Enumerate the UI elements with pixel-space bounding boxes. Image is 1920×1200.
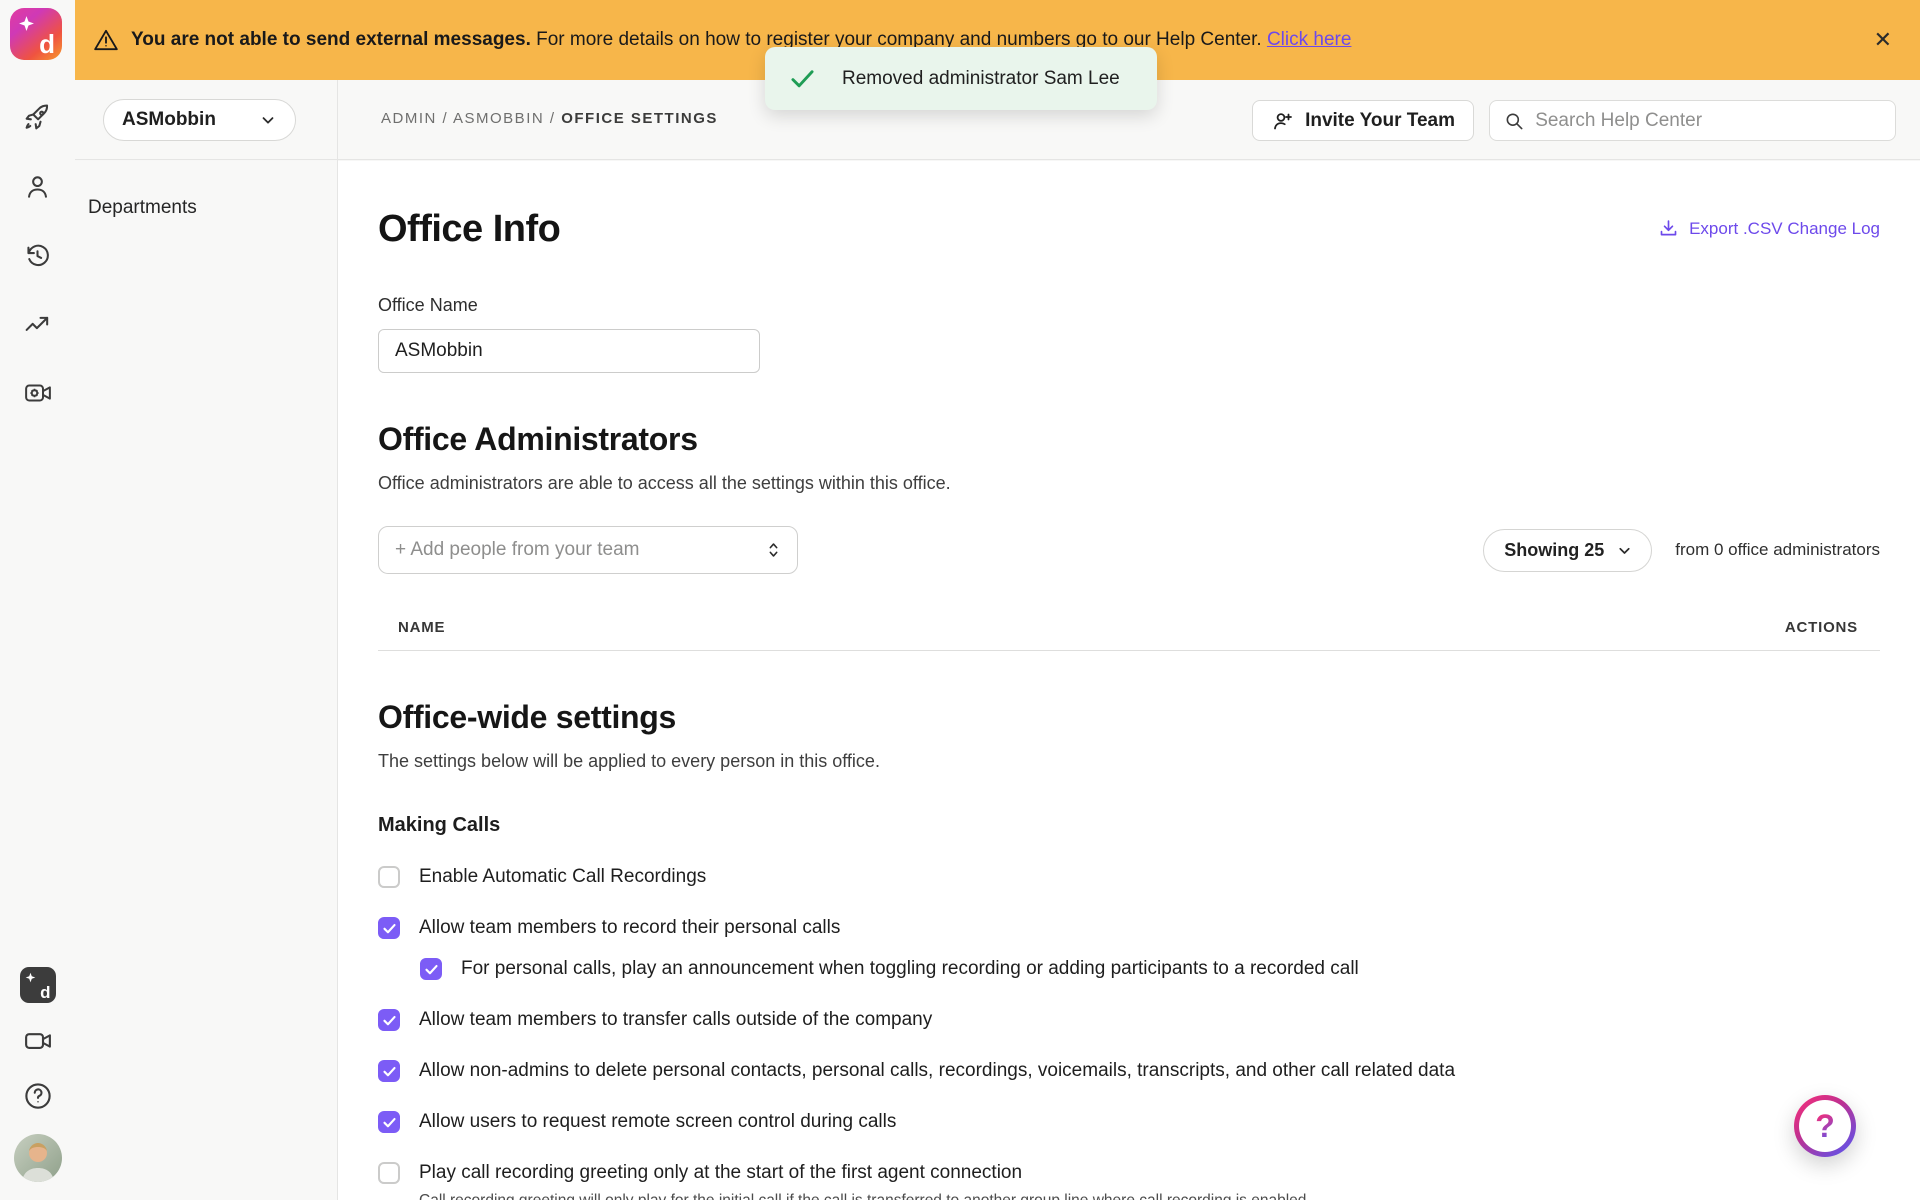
history-icon[interactable] bbox=[21, 238, 55, 272]
dialpad-logo[interactable]: d bbox=[10, 8, 62, 60]
checkbox[interactable] bbox=[378, 1009, 400, 1031]
contacts-icon[interactable] bbox=[21, 169, 55, 203]
updown-stepper-icon[interactable] bbox=[764, 540, 783, 560]
office-name-label: Office Name bbox=[378, 295, 478, 315]
toast-message: Removed administrator Sam Lee bbox=[842, 67, 1120, 89]
setting-row-child: For personal calls, play an announcement… bbox=[420, 958, 1880, 980]
column-name: NAME bbox=[398, 619, 446, 636]
check-icon bbox=[382, 1015, 396, 1025]
banner-close-icon[interactable]: ✕ bbox=[1873, 27, 1892, 52]
breadcrumb-current: OFFICE SETTINGS bbox=[561, 110, 718, 127]
check-icon bbox=[382, 1066, 396, 1076]
success-toast: Removed administrator Sam Lee bbox=[765, 47, 1157, 110]
checkbox[interactable] bbox=[378, 866, 400, 888]
help-icon[interactable] bbox=[21, 1079, 55, 1113]
admin-count-text: from 0 office administrators bbox=[1675, 540, 1880, 559]
add-people-input[interactable] bbox=[395, 539, 764, 561]
setting-row: Enable Automatic Call Recordings bbox=[378, 866, 1880, 888]
check-icon bbox=[382, 1117, 396, 1127]
sparkle-icon bbox=[25, 972, 35, 983]
setting-row: Allow non-admins to delete personal cont… bbox=[378, 1060, 1880, 1082]
banner-message: You are not able to send external messag… bbox=[131, 29, 1351, 51]
settings-sidebar: Departments bbox=[75, 161, 337, 1200]
sidebar-item-departments[interactable]: Departments bbox=[88, 197, 197, 218]
video-settings-icon[interactable] bbox=[21, 376, 55, 410]
download-icon bbox=[1660, 220, 1677, 236]
setting-label[interactable]: Enable Automatic Call Recordings bbox=[419, 866, 707, 887]
analytics-icon[interactable] bbox=[21, 307, 55, 341]
banner-click-here-link[interactable]: Click here bbox=[1266, 29, 1352, 50]
admins-table-header: NAME ACTIONS bbox=[378, 619, 1880, 651]
office-administrators-title: Office Administrators bbox=[378, 421, 698, 457]
office-wide-settings-description: The settings below will be applied to ev… bbox=[378, 751, 880, 771]
user-avatar[interactable] bbox=[13, 1134, 62, 1182]
app-rail: d d bbox=[0, 0, 75, 1200]
breadcrumb-path: ADMIN / ASMOBBIN / bbox=[381, 110, 562, 127]
setting-row: Play call recording greeting only at the… bbox=[378, 1162, 1880, 1184]
export-csv-link[interactable]: Export .CSV Change Log bbox=[1658, 218, 1880, 239]
breadcrumb: ADMIN / ASMOBBIN / OFFICE SETTINGS bbox=[381, 110, 718, 127]
check-icon bbox=[382, 923, 396, 933]
making-calls-title: Making Calls bbox=[378, 814, 501, 836]
office-settings-panel: Office Info Export .CSV Change Log Offic… bbox=[338, 161, 1920, 1200]
checkbox[interactable] bbox=[378, 917, 400, 939]
chevron-down-icon bbox=[1619, 547, 1630, 554]
office-switcher-dropdown[interactable]: ASMobbin bbox=[103, 99, 296, 141]
launch-rocket-icon[interactable] bbox=[21, 100, 55, 134]
ai-badge-letter: d bbox=[40, 983, 51, 1002]
setting-label[interactable]: Allow team members to transfer calls out… bbox=[419, 1009, 933, 1030]
sparkle-icon bbox=[19, 16, 34, 31]
setting-row: Allow users to request remote screen con… bbox=[378, 1111, 1880, 1133]
logo-letter: d bbox=[39, 29, 55, 59]
help-fab-button[interactable]: ? bbox=[1794, 1095, 1856, 1157]
setting-label[interactable]: Allow non-admins to delete personal cont… bbox=[419, 1060, 1456, 1081]
export-link-label: Export .CSV Change Log bbox=[1689, 218, 1880, 238]
add-people-combobox[interactable] bbox=[378, 526, 798, 574]
success-check-icon bbox=[791, 70, 814, 88]
office-switcher-label: ASMobbin bbox=[122, 109, 216, 130]
chevron-down-icon bbox=[262, 117, 274, 124]
office-wide-settings-title: Office-wide settings bbox=[378, 699, 677, 735]
checkbox[interactable] bbox=[378, 1162, 400, 1184]
office-administrators-description: Office administrators are able to access… bbox=[378, 473, 951, 493]
help-search-box[interactable] bbox=[1489, 100, 1896, 141]
setting-label[interactable]: Allow team members to record their perso… bbox=[419, 917, 841, 938]
setting-help-text: Call recording greeting will only play f… bbox=[419, 1192, 1880, 1200]
setting-row: Allow team members to transfer calls out… bbox=[378, 1009, 1880, 1031]
page-title: Office Info bbox=[378, 208, 561, 250]
banner-bold-text: You are not able to send external messag… bbox=[131, 29, 531, 50]
setting-row: Allow team members to record their perso… bbox=[378, 917, 1880, 939]
person-add-icon bbox=[1274, 112, 1292, 129]
setting-label[interactable]: For personal calls, play an announcement… bbox=[461, 958, 1359, 979]
invite-button-label: Invite Your Team bbox=[1305, 109, 1455, 131]
panel-divider bbox=[337, 80, 338, 1200]
dialpad-ai-icon[interactable]: d bbox=[19, 967, 56, 1003]
banner-body-text: For more details on how to register your… bbox=[530, 29, 1267, 50]
help-search-input[interactable] bbox=[1535, 109, 1881, 132]
setting-label[interactable]: Allow users to request remote screen con… bbox=[419, 1111, 897, 1132]
invite-your-team-button[interactable]: Invite Your Team bbox=[1252, 100, 1474, 141]
setting-label[interactable]: Play call recording greeting only at the… bbox=[419, 1162, 1023, 1183]
column-actions: ACTIONS bbox=[1784, 619, 1858, 636]
checkbox[interactable] bbox=[420, 958, 442, 980]
showing-dropdown[interactable]: Showing 25 bbox=[1483, 528, 1653, 572]
checkbox[interactable] bbox=[378, 1111, 400, 1133]
search-icon bbox=[1506, 112, 1523, 129]
check-icon bbox=[424, 964, 438, 974]
meetings-camera-icon[interactable] bbox=[21, 1024, 55, 1058]
showing-label: Showing 25 bbox=[1504, 539, 1605, 560]
checkbox[interactable] bbox=[378, 1060, 400, 1082]
office-name-input[interactable] bbox=[378, 329, 760, 373]
question-mark-icon: ? bbox=[1815, 1107, 1835, 1144]
warning-icon bbox=[94, 29, 118, 51]
